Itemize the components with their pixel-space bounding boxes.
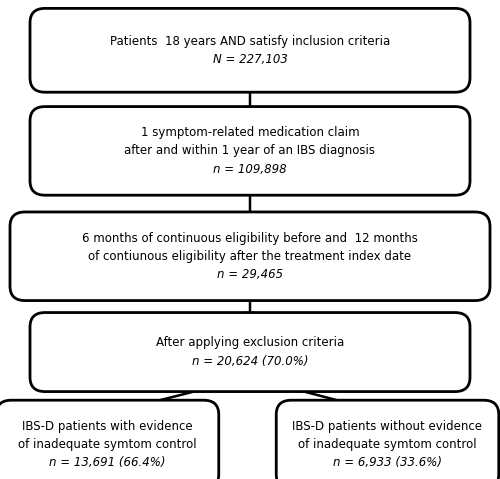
Text: n = 20,624 (70.0%): n = 20,624 (70.0%) (192, 354, 308, 368)
Text: n = 109,898: n = 109,898 (213, 162, 287, 176)
Text: n = 13,691 (66.4%): n = 13,691 (66.4%) (49, 456, 166, 469)
Text: of inadequate symtom control: of inadequate symtom control (298, 438, 477, 451)
Text: of contiunous eligibility after the treatment index date: of contiunous eligibility after the trea… (88, 250, 411, 263)
Text: IBS-D patients with evidence: IBS-D patients with evidence (22, 420, 193, 433)
Text: of inadequate symtom control: of inadequate symtom control (18, 438, 197, 451)
Text: n = 29,465: n = 29,465 (217, 268, 283, 281)
Text: IBS-D patients without evidence: IBS-D patients without evidence (292, 420, 482, 433)
Text: 1 symptom-related medication claim: 1 symptom-related medication claim (140, 126, 360, 139)
FancyBboxPatch shape (276, 400, 499, 479)
Text: after and within 1 year of an IBS diagnosis: after and within 1 year of an IBS diagno… (124, 144, 376, 158)
Text: Patients  18 years AND satisfy inclusion criteria: Patients 18 years AND satisfy inclusion … (110, 34, 390, 48)
FancyBboxPatch shape (30, 313, 470, 392)
Text: N = 227,103: N = 227,103 (212, 53, 288, 66)
FancyBboxPatch shape (10, 212, 490, 301)
FancyBboxPatch shape (0, 400, 219, 479)
Text: 6 months of continuous eligibility before and  12 months: 6 months of continuous eligibility befor… (82, 231, 418, 245)
Text: n = 6,933 (33.6%): n = 6,933 (33.6%) (333, 456, 442, 469)
FancyBboxPatch shape (30, 107, 470, 195)
Text: After applying exclusion criteria: After applying exclusion criteria (156, 336, 344, 350)
FancyBboxPatch shape (30, 9, 470, 92)
